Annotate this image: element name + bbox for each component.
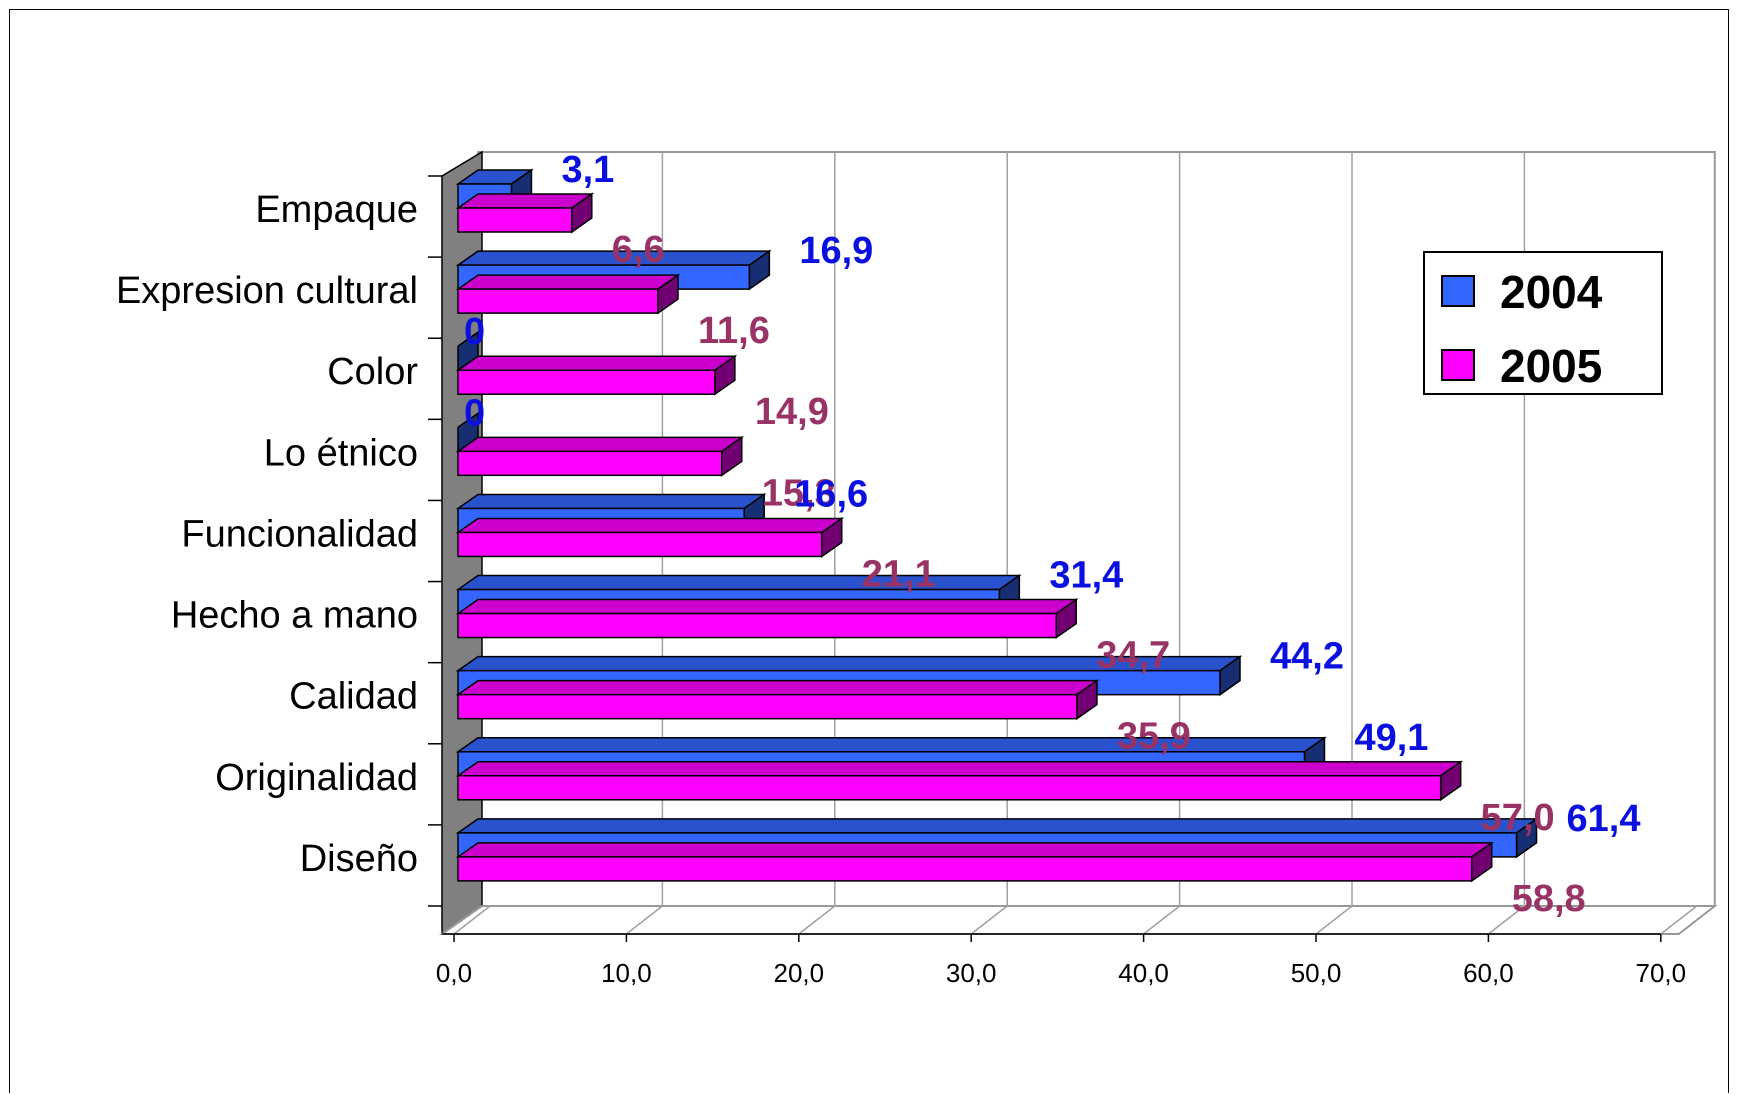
- bar-2005-front: [457, 612, 1057, 639]
- bar-2005-front: [457, 369, 716, 395]
- bar-2005: [455, 841, 1495, 883]
- value-label-2004: 61,4: [1567, 798, 1641, 840]
- bar-2005: [455, 598, 1079, 639]
- x-tick-label: 60,0: [1463, 958, 1514, 988]
- bar-2005-top: [455, 761, 1464, 777]
- category-label: Expresion cultural: [116, 270, 418, 312]
- legend-label: 2005: [1500, 340, 1602, 392]
- bar-2005: [455, 760, 1464, 802]
- value-label-2004: 16,9: [799, 230, 873, 272]
- bar-2004-top: [455, 737, 1327, 753]
- x-tick-label: 20,0: [773, 958, 824, 988]
- value-label-2005: 21,1: [862, 553, 936, 595]
- bar-2005-front: [457, 531, 823, 558]
- value-label-2005: 6,6: [612, 229, 665, 271]
- category-label: Funcionalidad: [181, 513, 418, 555]
- bar-2005-top: [455, 274, 681, 290]
- bar-2004-top: [455, 493, 767, 510]
- bar-2005-front: [457, 775, 1442, 801]
- floor-gridline: [798, 905, 836, 935]
- value-label-2004: 49,1: [1354, 717, 1428, 759]
- x-tick-labels: 0,0 10,0 20,0 30,0 40,0 50,0 60,0 70,0: [436, 958, 1686, 988]
- legend-swatch: [1441, 275, 1475, 307]
- floor-gridline: [1143, 905, 1181, 935]
- x-tick-label: 40,0: [1118, 958, 1169, 988]
- floor-gridline: [625, 905, 663, 935]
- bar-2005-front: [457, 856, 1473, 882]
- category-labels: Empaque Expresion cultural Color Lo étnico F…: [116, 189, 418, 880]
- bar-2005: [455, 354, 738, 396]
- bar-2005: [455, 679, 1100, 721]
- category-label: Lo étnico: [264, 432, 418, 474]
- category-label: Calidad: [289, 676, 418, 718]
- bar-2005: [455, 192, 595, 234]
- floor-gridline: [1315, 905, 1353, 935]
- value-label-2005: 11,6: [698, 310, 770, 352]
- floor-gridline: [1487, 905, 1525, 935]
- bar-2004-top: [455, 818, 1539, 834]
- x-tick-label: 0,0: [436, 958, 472, 988]
- bar-2005-top: [455, 355, 738, 371]
- value-label-2005: 58,8: [1512, 878, 1586, 920]
- value-label-2004: 16,6: [794, 473, 868, 515]
- bar-2005: [455, 517, 845, 558]
- bar-2005: [455, 273, 681, 315]
- bar-2005-top: [455, 842, 1495, 858]
- value-label-2005: 57,0: [1481, 797, 1555, 839]
- x-tick-label: 10,0: [601, 958, 652, 988]
- bar-2005-front: [457, 207, 573, 233]
- bar-2005-top: [455, 598, 1079, 615]
- category-label: Originalidad: [215, 757, 418, 799]
- chart-frame: [9, 9, 1729, 1093]
- legend-swatch: [1441, 349, 1475, 381]
- bar-2005-front: [457, 288, 659, 314]
- value-label-2004: 44,2: [1270, 636, 1344, 678]
- floor-gridline: [1660, 905, 1698, 935]
- bars: [455, 168, 1539, 883]
- floor-gridline: [453, 905, 491, 935]
- x-tick-label: 30,0: [946, 958, 997, 988]
- value-label-2005: 15,3: [762, 472, 836, 514]
- value-label-2004: 0: [464, 392, 485, 434]
- x-tick-label: 50,0: [1291, 958, 1342, 988]
- bar-2005-front: [457, 693, 1078, 720]
- value-label-2005: 34,7: [1096, 635, 1170, 677]
- category-label: Diseño: [300, 838, 418, 880]
- bar-2005-front: [457, 450, 723, 477]
- category-label: Color: [327, 351, 418, 393]
- value-label-2004: 3,1: [561, 149, 614, 191]
- floor-gridline: [970, 905, 1008, 935]
- x-tick-label: 70,0: [1635, 958, 1686, 988]
- value-label-2004: 0: [464, 311, 485, 353]
- bar-2005: [455, 435, 745, 477]
- value-label-2004: 31,4: [1049, 555, 1123, 597]
- bar-2005-top: [455, 193, 595, 209]
- legend-label: 2004: [1500, 266, 1603, 318]
- value-labels: 3,1 6,6 16,9 11,6 0 14,9 0 15,316,6 21,1 31,4 34,7…: [464, 149, 1641, 920]
- legend: 2004 2005: [1423, 251, 1663, 395]
- bar-2005-top: [455, 517, 845, 534]
- category-label: Hecho a mano: [171, 595, 418, 637]
- category-label: Empaque: [255, 189, 418, 231]
- bar-2005-top: [455, 679, 1100, 696]
- value-label-2005: 14,9: [755, 391, 829, 433]
- value-label-2005: 35,9: [1117, 716, 1191, 758]
- bar-2005-top: [455, 436, 745, 453]
